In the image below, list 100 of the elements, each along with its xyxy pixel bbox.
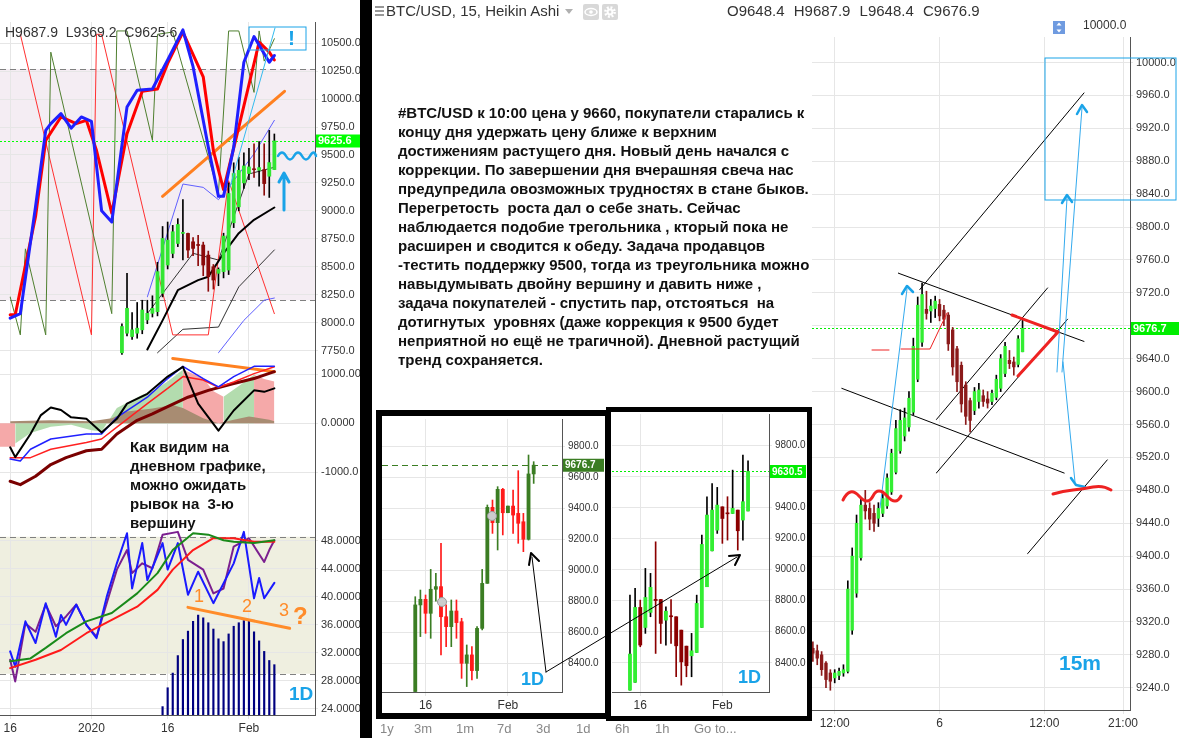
ref-line-label: 9676.7	[565, 459, 597, 471]
x-tick-label: 16	[633, 697, 648, 712]
y-tick-label: 9720.0	[1136, 285, 1170, 298]
y-tick-label: 8400.0	[775, 656, 807, 668]
y-tick-label: 0.0000	[321, 416, 355, 429]
annotation: 1	[194, 586, 205, 607]
y-tick-label: 48.0000	[321, 534, 361, 546]
x-tick-label: 16	[418, 697, 433, 712]
x-tick-label: 12:00	[819, 715, 851, 730]
time-range-label: Go to...	[694, 721, 737, 736]
annotation: Как видим на дневном графике, можно ожидать рывок на 3-ю вершину	[130, 437, 267, 532]
y-tick-label: 28.0000	[321, 673, 361, 686]
candlestick	[663, 606, 668, 646]
y-tick-label: 10500.0	[321, 36, 361, 49]
y-tick-label: 8750.0	[321, 231, 355, 244]
y-tick-label: 10000.0	[1136, 55, 1176, 68]
y-tick-label: 9800.0	[775, 438, 807, 450]
x-tick-label: Feb	[238, 720, 260, 735]
text: 10000.0	[1083, 18, 1127, 33]
ref-line-label: 9676.7	[1133, 322, 1167, 335]
y-tick-label: 9920.0	[1136, 121, 1170, 134]
y-tick-label: 8000.0	[321, 315, 355, 328]
y-tick-label: 36.0000	[321, 617, 361, 630]
y-tick-label: 44.0000	[321, 561, 361, 574]
x-tick-label: 2020	[78, 720, 106, 735]
annotation: ?	[293, 602, 308, 630]
y-tick-label: 9400.0	[568, 501, 600, 513]
annotation: !	[288, 26, 295, 50]
candlestick	[267, 130, 272, 198]
y-tick-label: -1000.0	[321, 465, 359, 478]
y-tick-label: 9240.0	[1136, 680, 1170, 693]
y-tick-label: 9640.0	[1136, 351, 1170, 364]
annotation: 3	[279, 600, 290, 621]
y-tick-label: 9760.0	[1136, 252, 1170, 265]
x-tick-label: 6	[936, 715, 944, 730]
y-tick-label: 24.0000	[321, 701, 361, 714]
y-tick-label: 7750.0	[321, 343, 355, 356]
x-tick-label: 12:00	[1029, 715, 1060, 730]
y-tick-label: 1000.00	[321, 367, 361, 380]
text: #BTC/USD к 10:00 цена у 9660, покупатели старались к концу дня удержать цену ближе к верхним достижениям растущего дня. Новый день начался с коррекции. По завершении дня вчерашняя свеча нас предупредила овозможных трудностях в стане быков. Перегретость роста дал о себе знать. Сейчас наблюдается подобие трегольника , кторый пока не расширен и сводится к обеду. Задача продавцов -тестить поддержку 9500, тогда из треугольника можно навыдумывать двойну вершину и давить ниже , задача покупателей - спустить пар, отстояться на дотигнутых уровнях (даже коррекция к 9500 будет неприятной но ещё не трагичной). Дневной растущий тренд сохраняется.	[398, 104, 810, 368]
time-range-label: 1d	[576, 721, 591, 736]
y-tick-label: 9600.0	[1136, 384, 1170, 397]
annotation: 1D	[521, 669, 545, 690]
y-tick-label: 9200.0	[775, 532, 807, 544]
time-range-label: 3d	[536, 721, 551, 736]
y-tick-label: 10250.0	[321, 64, 361, 77]
y-tick-label: 9440.0	[1136, 516, 1170, 529]
y-tick-label: 9960.0	[1136, 88, 1170, 101]
chart-subtitle: O9648.4 H9687.9 L9648.4 C9676.9	[727, 2, 980, 20]
y-tick-label: 9520.0	[1136, 450, 1170, 463]
ref-line-label: 9625.6	[318, 134, 352, 147]
y-tick-label: 9400.0	[775, 501, 807, 513]
y-tick-label: 8600.0	[775, 625, 807, 637]
y-tick-label: 32.0000	[321, 645, 361, 658]
y-tick-label: 9500.0	[321, 148, 355, 161]
time-range-label: 7d	[497, 721, 512, 736]
time-range-label: 1m	[456, 721, 475, 736]
y-tick-label: 9200.0	[568, 532, 600, 544]
y-tick-label: 8400.0	[568, 657, 600, 669]
y-tick-label: 9880.0	[1136, 154, 1170, 167]
x-tick-label: 16	[160, 720, 175, 735]
y-tick-label: 9600.0	[568, 470, 600, 482]
y-tick-label: 9280.0	[1136, 647, 1170, 660]
y-tick-label: 10000.0	[321, 92, 361, 105]
x-tick-label: Feb	[712, 697, 734, 712]
y-tick-label: 8250.0	[321, 287, 355, 300]
annotation: 1D	[289, 683, 314, 705]
y-tick-label: 9320.0	[1136, 615, 1170, 627]
x-tick-label: 16	[3, 720, 18, 735]
candlestick	[257, 141, 262, 187]
y-tick-label: 9840.0	[1136, 187, 1170, 200]
y-tick-label: 9400.0	[1136, 549, 1170, 562]
candlestick	[511, 489, 516, 534]
y-tick-label: 9000.0	[568, 563, 600, 575]
annotation: 1D	[738, 667, 762, 688]
x-tick-label: Feb	[497, 697, 519, 712]
y-tick-label: 9000.0	[775, 563, 807, 575]
x-tick-label: 21:00	[1108, 715, 1139, 730]
y-tick-label: 40.0000	[321, 589, 361, 602]
y-tick-label: 8800.0	[568, 594, 600, 606]
y-tick-label: 9480.0	[1136, 483, 1170, 496]
y-tick-label: 9560.0	[1136, 417, 1170, 430]
time-range-label: 1h	[655, 721, 670, 736]
candlestick	[464, 644, 469, 687]
time-range-label: 6h	[615, 721, 630, 736]
time-range-label: 3m	[414, 721, 433, 736]
y-tick-label: 8500.0	[321, 259, 355, 272]
y-tick-label: 9800.0	[1136, 220, 1170, 233]
y-tick-label: 9000.0	[321, 203, 355, 216]
ref-line-label: 9630.5	[772, 465, 804, 477]
y-tick-label: 9800.0	[568, 439, 600, 451]
y-tick-label: 8600.0	[568, 626, 600, 637]
candlestick	[252, 143, 256, 178]
annotation: 2	[242, 596, 253, 617]
y-tick-label: 9250.0	[321, 175, 355, 188]
y-tick-label: 9360.0	[1136, 582, 1170, 595]
y-tick-label: 9750.0	[321, 120, 355, 133]
y-tick-label: 8800.0	[775, 594, 807, 606]
annotation: 15m	[1059, 651, 1102, 675]
time-range-label: 1y	[380, 721, 394, 736]
